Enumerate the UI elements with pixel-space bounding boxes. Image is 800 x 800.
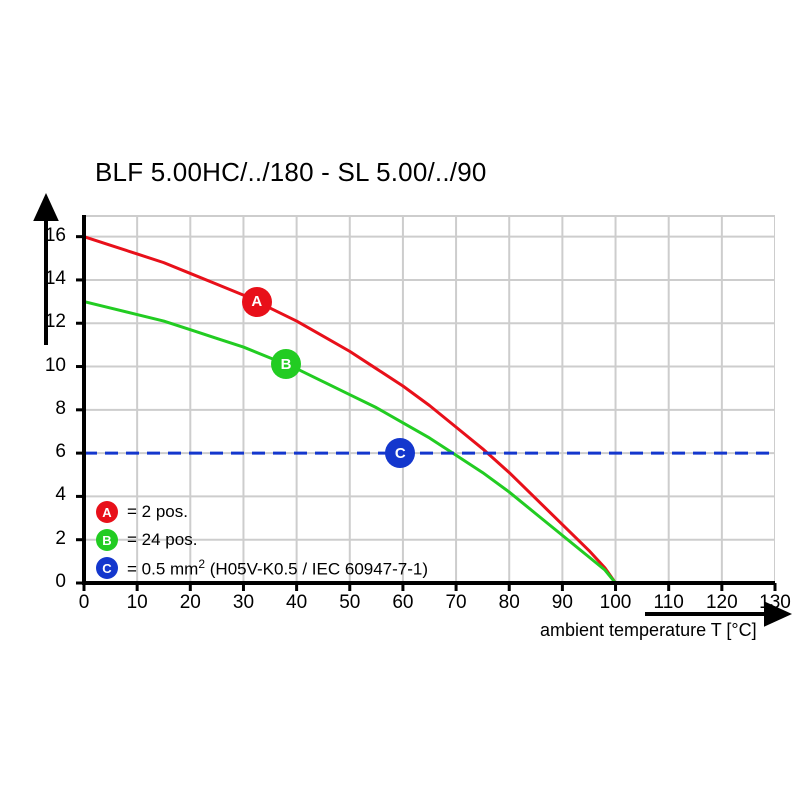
- grid-lines: [84, 215, 775, 583]
- curve-marker-b: B: [270, 349, 301, 380]
- x-tick-label: 40: [286, 592, 308, 613]
- legend-label-a: = 2 pos.: [127, 502, 188, 521]
- legend-label-b: = 24 pos.: [127, 530, 198, 549]
- y-tick-label: 12: [44, 311, 66, 333]
- x-tick-label: 110: [653, 592, 684, 613]
- x-tick-label: 90: [551, 592, 573, 613]
- x-tick-label: 0: [78, 592, 90, 613]
- x-tick-label: 130: [759, 592, 791, 613]
- x-tick-label: 100: [599, 592, 632, 613]
- series-curves: [84, 235, 775, 583]
- legend-item-c: C = 0.5 mm2 (H05V-K0.5 / IEC 60947-7-1): [96, 556, 428, 580]
- page-title: BLF 5.00HC/../180 - SL 5.00/../90: [95, 157, 487, 187]
- legend-label-c-superscript: 2: [198, 556, 206, 571]
- plot-svg: [84, 215, 775, 583]
- x-tick-label: 80: [498, 592, 520, 613]
- y-tick-label: 0: [55, 571, 66, 592]
- legend-item-a: A = 2 pos.: [96, 500, 428, 524]
- y-tick-label: 2: [55, 527, 66, 549]
- legend: A = 2 pos. B = 24 pos. C = 0.5 mm2 (H05V…: [96, 500, 428, 584]
- y-tick-label: 16: [44, 224, 66, 246]
- y-tick-label: 10: [44, 354, 66, 376]
- legend-badge-a: A: [96, 501, 118, 523]
- y-tick-label: 4: [55, 484, 66, 506]
- curve-marker-c: C: [385, 438, 416, 469]
- x-tick-label: 120: [705, 592, 738, 613]
- legend-label-c: = 0.5 mm2 (H05V-K0.5 / IEC 60947-7-1): [127, 557, 428, 580]
- x-tick-label: 30: [232, 592, 255, 613]
- x-tick-label: 10: [126, 592, 148, 613]
- plot-area: [84, 215, 775, 583]
- series-curve-a: [84, 235, 618, 583]
- curve-marker-a: A: [241, 286, 272, 317]
- legend-label-c-post: (H05V-K0.5 / IEC 60947-7-1): [205, 559, 429, 579]
- legend-item-b: B = 24 pos.: [96, 528, 428, 552]
- y-tick-label: 14: [44, 267, 66, 289]
- legend-badge-b: B: [96, 529, 118, 551]
- series-curve-b: [84, 300, 618, 583]
- x-tick-label: 70: [445, 592, 467, 613]
- x-tick-label: 50: [339, 592, 361, 613]
- x-tick-label: 60: [392, 592, 414, 613]
- x-axis-title: ambient temperature T [°C]: [540, 620, 757, 640]
- legend-label-c-pre: = 0.5 mm: [127, 559, 199, 579]
- x-tick-label: 20: [179, 592, 201, 613]
- y-tick-label: 8: [55, 397, 66, 419]
- y-tick-label: 6: [55, 441, 66, 463]
- legend-badge-c: C: [96, 557, 118, 579]
